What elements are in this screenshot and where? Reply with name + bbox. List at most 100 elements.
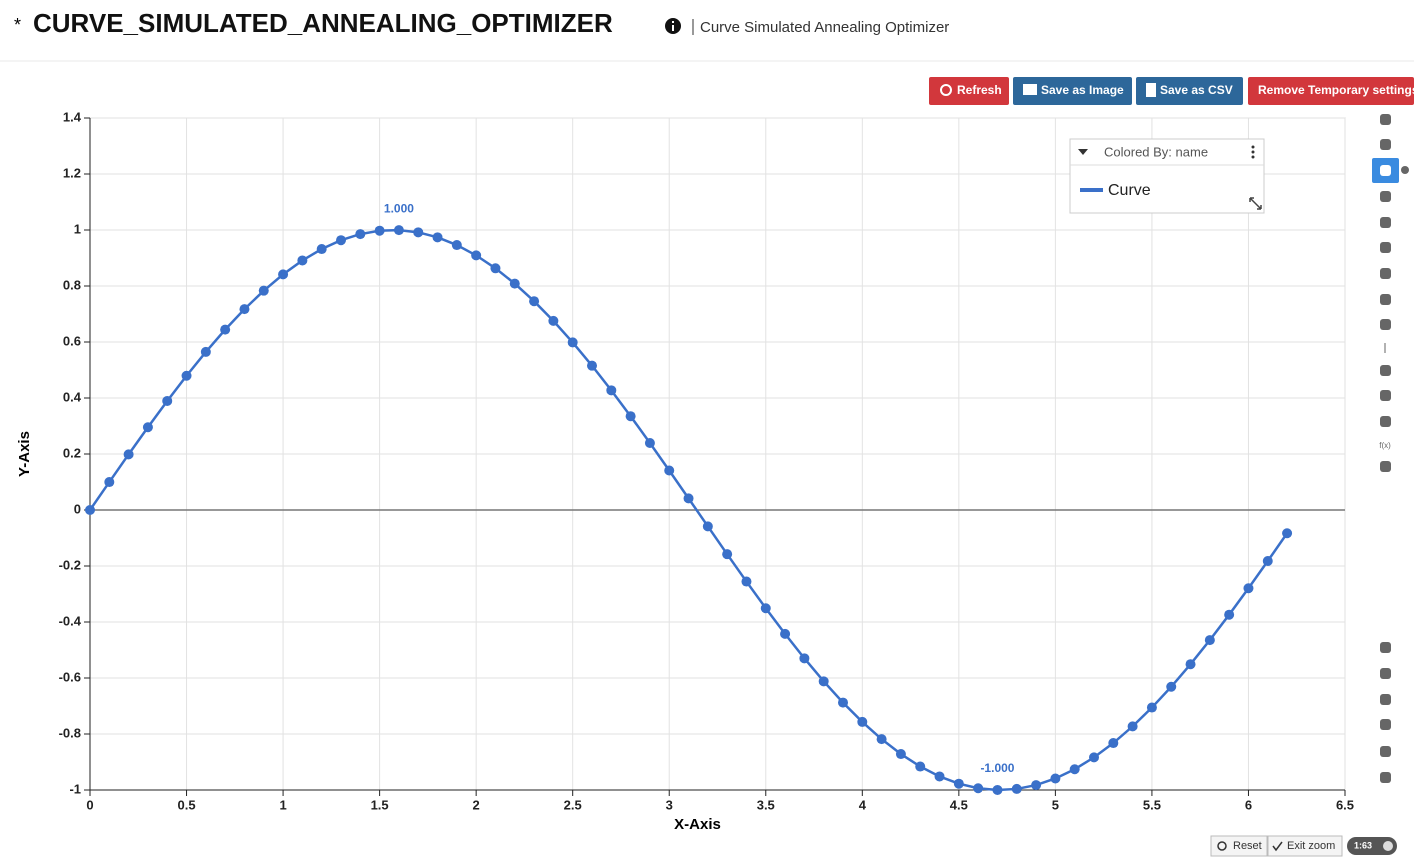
data-point: [1243, 583, 1254, 594]
data-point: [760, 603, 771, 614]
x-axis-label: X-Axis: [674, 816, 721, 833]
y-tick-label: 0.8: [63, 277, 81, 292]
data-point: [606, 385, 617, 396]
legend: Colored By: name Curve: [1069, 138, 1265, 214]
toolbar-icon[interactable]: [1380, 139, 1391, 150]
data-point: [1089, 752, 1099, 763]
point-count-badge: [1347, 837, 1397, 855]
data-point: [741, 576, 752, 587]
data-point: [895, 749, 906, 760]
exit-zoom-button[interactable]: [1267, 835, 1343, 857]
info-icon-glyph: [672, 25, 674, 31]
legend-label[interactable]: Curve: [1108, 182, 1151, 199]
data-point: [644, 438, 655, 449]
data-point: [1069, 764, 1080, 775]
data-point: [1031, 780, 1042, 791]
data-point: [1224, 609, 1235, 620]
data-point: [915, 761, 926, 772]
function-tool[interactable]: f(x): [1379, 441, 1391, 450]
toolbar-icon[interactable]: [1380, 694, 1391, 705]
legend-box: [1069, 138, 1265, 214]
value-label: -1.000: [980, 761, 1014, 775]
toolbar-icon[interactable]: [1380, 642, 1391, 653]
button-label: Remove Temporary settings: [1258, 83, 1414, 97]
x-tick-label: 6: [1245, 797, 1252, 812]
x-tick-label: 3: [666, 797, 673, 812]
toolbar-icon[interactable]: [1380, 191, 1391, 202]
footer: Reset Exit zoom 1:63: [1210, 835, 1397, 857]
toolbar-icon[interactable]: [1380, 746, 1391, 757]
legend-resize[interactable]: [1249, 197, 1262, 210]
refresh-icon: [940, 84, 952, 96]
y-tick-label: 1: [74, 221, 81, 236]
legend-menu[interactable]: [1251, 145, 1255, 159]
data-point: [953, 778, 964, 789]
data-point: [780, 628, 791, 639]
y-tick-label: -0.2: [59, 557, 81, 572]
toolbar-icon[interactable]: [1380, 319, 1391, 330]
data-point: [818, 676, 829, 687]
toolbar-icon[interactable]: [1380, 165, 1391, 176]
settings-icon[interactable]: [1401, 166, 1409, 174]
reset-button[interactable]: [1210, 835, 1268, 857]
data-point: [451, 240, 462, 251]
x-tick-label: 1: [279, 797, 286, 812]
toolbar-icon[interactable]: [1380, 268, 1391, 279]
data-point: [1127, 721, 1138, 732]
data-point: [529, 296, 540, 307]
data-point: [509, 278, 520, 289]
x-tick-label: 4: [859, 797, 867, 812]
data-point: [142, 422, 153, 433]
data-point: [1146, 702, 1157, 713]
toolbar-icon[interactable]: [1380, 772, 1391, 783]
x-tick-label: 2: [473, 797, 480, 812]
save-csv-button[interactable]: [1136, 77, 1243, 105]
value-label: 1.000: [384, 201, 414, 215]
data-point: [1282, 528, 1293, 539]
toolbar: f(x): [1372, 114, 1409, 783]
reset-icon: [1217, 841, 1227, 851]
data-point: [1108, 738, 1119, 749]
page-subtitle: Curve Simulated Annealing Optimizer: [700, 19, 949, 36]
check-icon: [1272, 841, 1283, 852]
button-label: Refresh: [957, 83, 1002, 97]
data-point: [973, 783, 984, 794]
data-point: [220, 324, 231, 335]
toolbar-icon[interactable]: [1380, 719, 1391, 730]
y-tick-label: 0.4: [63, 389, 82, 404]
toolbar-icon[interactable]: [1380, 416, 1391, 427]
y-tick-label: 0.2: [63, 445, 81, 460]
info-icon-glyph: [672, 21, 674, 23]
data-point: [85, 505, 95, 515]
data-point: [1011, 783, 1022, 794]
data-point: [625, 411, 636, 422]
data-point: [702, 521, 713, 532]
data-point: [683, 493, 694, 504]
x-tick-label: 4.5: [950, 797, 968, 812]
data-point: [722, 549, 733, 560]
data-point: [567, 337, 578, 348]
toolbar-icon[interactable]: [1380, 114, 1391, 125]
x-tick-label: 2.5: [564, 797, 582, 812]
toolbar-icon[interactable]: [1380, 461, 1391, 472]
toolbar-icon[interactable]: [1380, 365, 1391, 376]
data-point: [432, 232, 443, 243]
save-image-button[interactable]: [1013, 77, 1132, 105]
toolbar-icon[interactable]: [1380, 668, 1391, 679]
refresh-button[interactable]: [929, 77, 1009, 105]
legend-collapse[interactable]: [1078, 149, 1088, 155]
data-point: [1050, 773, 1061, 784]
data-point: [181, 370, 192, 381]
data-point: [413, 227, 424, 238]
x-tick-label: 0: [86, 797, 93, 812]
data-point: [162, 395, 173, 406]
toolbar-icon[interactable]: [1380, 217, 1391, 228]
toolbar-icon[interactable]: [1380, 294, 1391, 305]
toolbar-icon[interactable]: [1380, 242, 1391, 253]
badge-info[interactable]: [1383, 841, 1393, 851]
data-point: [876, 734, 887, 745]
y-tick-label: -0.4: [59, 613, 82, 628]
toolbar-icon[interactable]: [1380, 390, 1391, 401]
remove-settings-button[interactable]: [1248, 77, 1414, 105]
